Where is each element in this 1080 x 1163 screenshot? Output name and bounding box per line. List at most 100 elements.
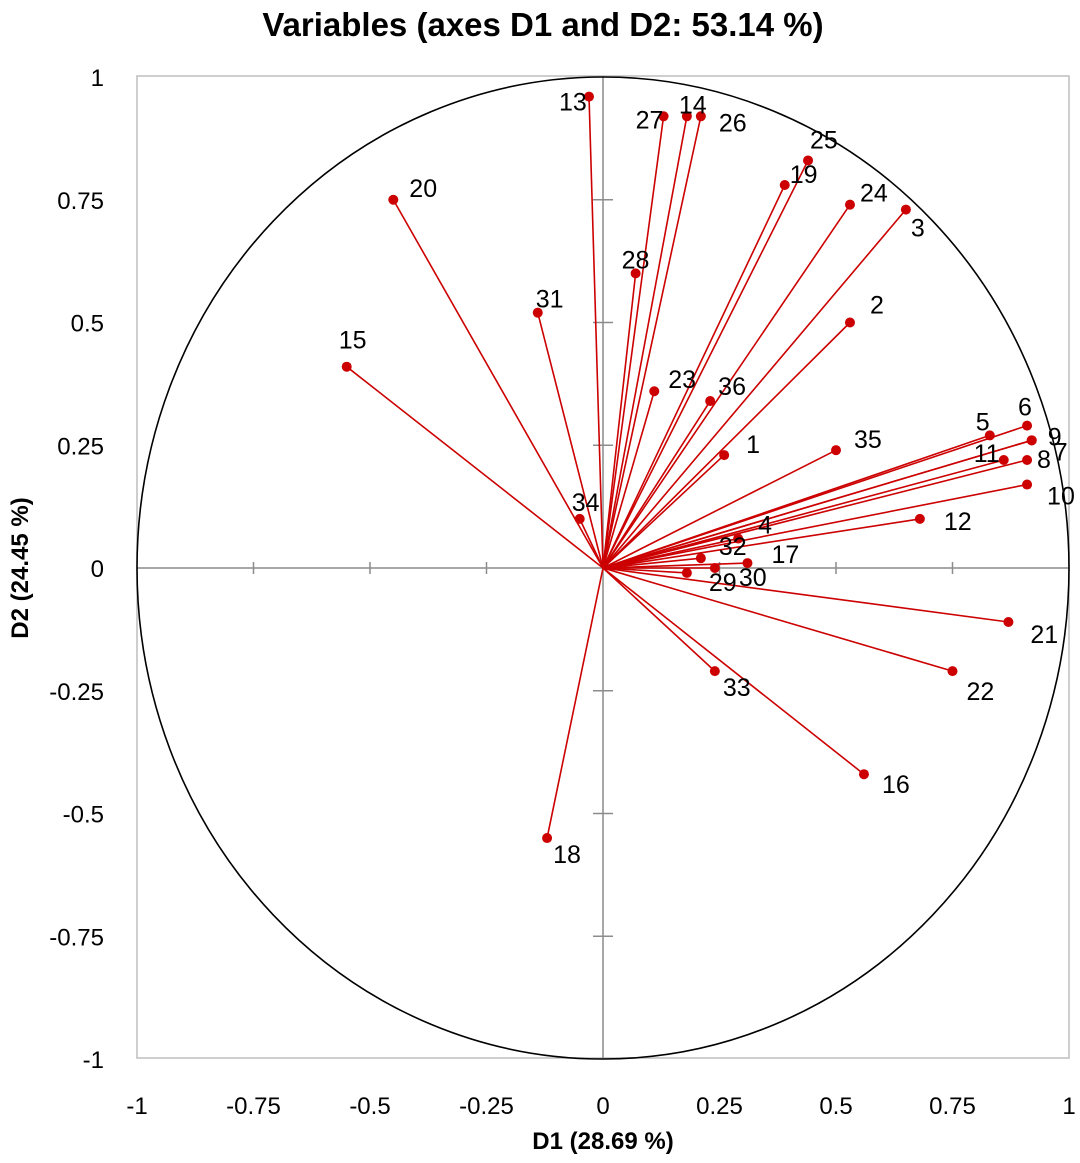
point-label-30: 30 bbox=[739, 564, 767, 592]
point-label-18: 18 bbox=[553, 841, 581, 869]
y-tick-label: 1 bbox=[91, 65, 104, 92]
point-label-10: 10 bbox=[1047, 483, 1075, 511]
point-21 bbox=[1003, 617, 1014, 628]
point-10 bbox=[1022, 479, 1033, 490]
unit-circle bbox=[136, 76, 1070, 1060]
y-tick-label: 0.25 bbox=[57, 433, 104, 460]
point-label-14: 14 bbox=[679, 91, 707, 119]
vector-24 bbox=[602, 204, 851, 569]
point-label-9: 9 bbox=[1048, 423, 1062, 451]
point-label-1: 1 bbox=[746, 431, 760, 459]
point-19 bbox=[779, 180, 790, 191]
point-label-31: 31 bbox=[536, 286, 564, 314]
point-23 bbox=[649, 386, 660, 397]
vector-15 bbox=[346, 366, 604, 569]
vector-1 bbox=[602, 454, 725, 569]
vector-19 bbox=[602, 184, 786, 569]
point-label-27: 27 bbox=[636, 106, 664, 134]
point-3 bbox=[900, 204, 911, 215]
point-30 bbox=[709, 563, 720, 573]
point-label-20: 20 bbox=[409, 175, 437, 203]
point-label-28: 28 bbox=[622, 246, 650, 274]
point-9 bbox=[1026, 435, 1037, 446]
point-22 bbox=[947, 666, 958, 677]
x-tick-label: -0.75 bbox=[226, 1093, 281, 1120]
point-label-8: 8 bbox=[1037, 446, 1051, 474]
x-tick-label: -0.5 bbox=[349, 1093, 390, 1120]
vector-26 bbox=[602, 116, 702, 569]
vector-31 bbox=[536, 312, 604, 569]
point-1 bbox=[719, 450, 730, 461]
point-14 bbox=[681, 111, 692, 122]
y-axis-title: D2 (24.45 %) bbox=[7, 497, 34, 638]
point-label-5: 5 bbox=[976, 408, 990, 436]
point-32 bbox=[695, 553, 706, 564]
point-label-15: 15 bbox=[339, 327, 367, 355]
vector-21 bbox=[602, 567, 1009, 623]
point-24 bbox=[844, 199, 855, 210]
x-tick-label: -1 bbox=[126, 1093, 147, 1120]
point-label-22: 22 bbox=[967, 678, 995, 706]
point-17 bbox=[742, 558, 753, 569]
point-8 bbox=[1022, 454, 1033, 465]
point-label-23: 23 bbox=[668, 366, 696, 394]
point-label-13: 13 bbox=[559, 89, 587, 117]
vector-34 bbox=[578, 518, 604, 569]
y-tick-label: 0.5 bbox=[71, 311, 104, 338]
vector-12 bbox=[602, 518, 921, 569]
vector-10 bbox=[602, 483, 1028, 569]
vector-36 bbox=[602, 400, 711, 569]
point-label-17: 17 bbox=[771, 541, 799, 569]
x-tick-label: 1 bbox=[1062, 1093, 1075, 1120]
point-16 bbox=[858, 769, 869, 780]
point-label-26: 26 bbox=[719, 109, 747, 137]
point-label-12: 12 bbox=[944, 508, 972, 536]
x-tick-label: 0 bbox=[596, 1093, 609, 1120]
point-11 bbox=[998, 454, 1009, 465]
point-33 bbox=[709, 666, 720, 677]
y-tick-label: -0.25 bbox=[49, 679, 104, 706]
x-tick-label: 0.5 bbox=[819, 1093, 852, 1120]
point-label-2: 2 bbox=[870, 292, 884, 320]
point-18 bbox=[542, 833, 553, 844]
point-label-7: 7 bbox=[1054, 438, 1068, 466]
point-25 bbox=[803, 155, 814, 166]
vector-6 bbox=[602, 424, 1028, 569]
vector-18 bbox=[546, 567, 604, 839]
vector-17 bbox=[602, 562, 748, 569]
point-label-16: 16 bbox=[882, 771, 910, 799]
point-29 bbox=[681, 567, 692, 578]
point-label-29: 29 bbox=[709, 569, 737, 597]
vector-series bbox=[341, 91, 1037, 844]
vector-2 bbox=[602, 321, 851, 569]
vector-35 bbox=[602, 449, 837, 569]
vector-13 bbox=[588, 96, 604, 569]
x-axis-title: D1 (28.69 %) bbox=[532, 1128, 673, 1155]
vector-29 bbox=[602, 567, 687, 574]
point-label-36: 36 bbox=[718, 373, 746, 401]
x-tick-label: -0.25 bbox=[459, 1093, 514, 1120]
point-label-25: 25 bbox=[810, 126, 838, 154]
vector-9 bbox=[602, 439, 1032, 569]
y-tick-label: -0.75 bbox=[49, 924, 104, 951]
vector-3 bbox=[602, 209, 907, 569]
vector-20 bbox=[392, 199, 604, 569]
vector-23 bbox=[602, 391, 656, 569]
point-27 bbox=[658, 111, 669, 122]
vector-16 bbox=[602, 567, 865, 775]
vector-32 bbox=[602, 557, 701, 569]
chart-title: Variables (axes D1 and D2: 53.14 %) bbox=[262, 6, 823, 43]
x-tick-label: 0.75 bbox=[929, 1093, 976, 1120]
y-tick-label: -0.5 bbox=[63, 802, 104, 829]
point-label-33: 33 bbox=[723, 674, 751, 702]
point-label-24: 24 bbox=[860, 180, 888, 208]
point-label-35: 35 bbox=[854, 426, 882, 454]
y-tick-label: 0 bbox=[91, 556, 104, 583]
vector-25 bbox=[602, 160, 809, 569]
point-36 bbox=[705, 396, 716, 407]
point-label-19: 19 bbox=[790, 161, 818, 189]
point-2 bbox=[844, 317, 855, 328]
vector-33 bbox=[602, 567, 716, 672]
point-28 bbox=[630, 268, 641, 279]
